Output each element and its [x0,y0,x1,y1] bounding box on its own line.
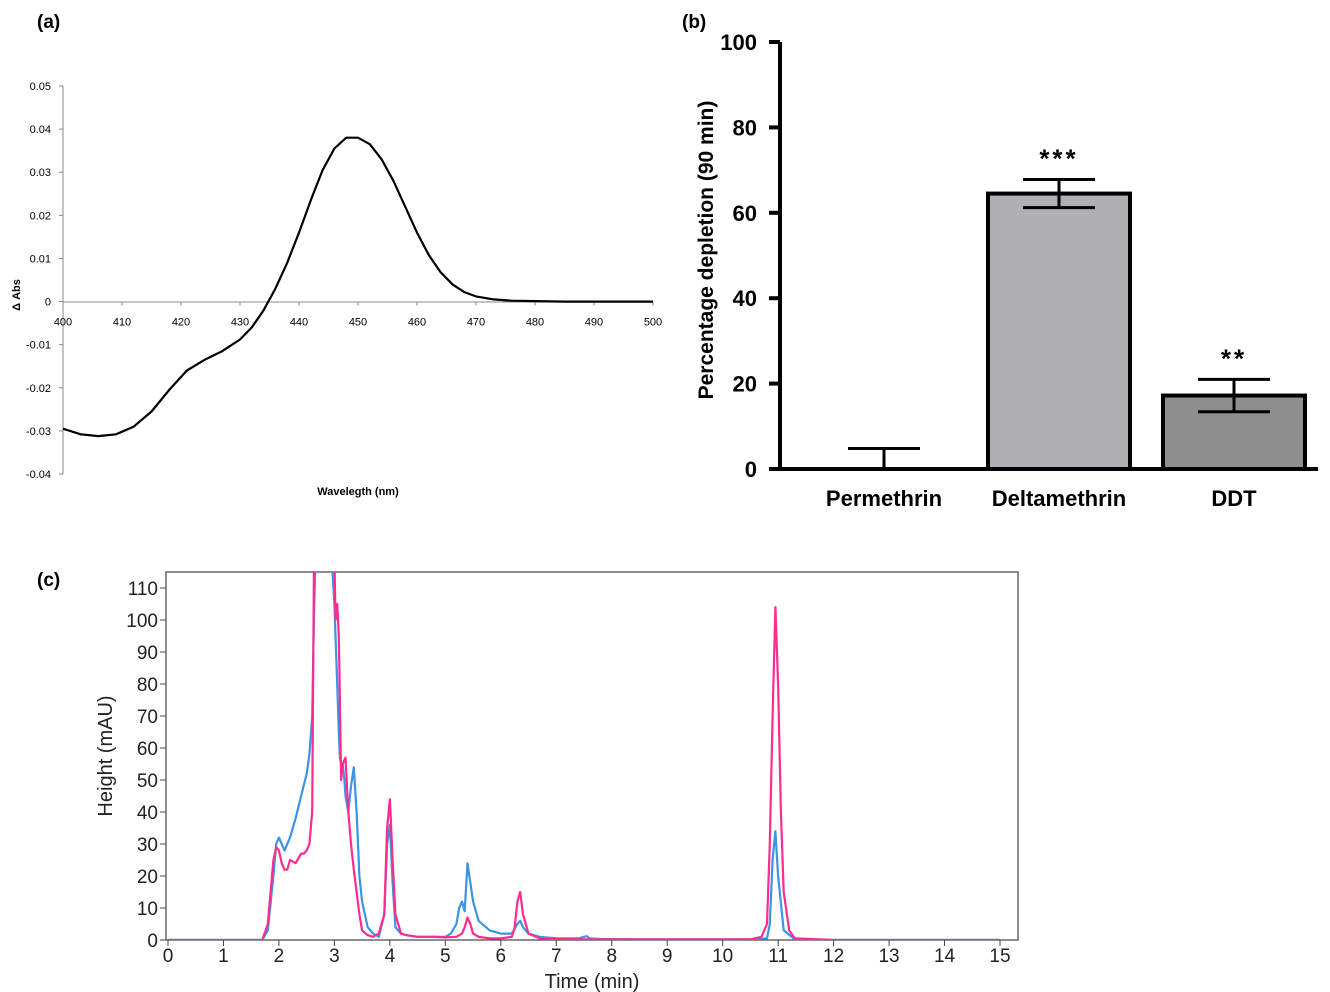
chart-a-x-label: Wavelegth (nm) [317,486,399,498]
chart-b-significance-label: ** [1221,343,1247,373]
chart-c-x-label: Time (min) [545,971,640,992]
chart-b-bar [986,191,1132,472]
chart-c-y-tick-label: 70 [137,707,158,728]
chart-c-x-tick-label: 9 [662,946,673,967]
chart-a-x-tick-label: 450 [349,317,367,329]
chart-b-y-tick-label: 20 [733,372,757,397]
chart-b-bars: ***** [848,143,1307,472]
chart-b-category-label: Deltamethrin [992,486,1126,511]
chart-c-x-tick-label: 8 [606,946,617,967]
chart-c-y-ticks: 0 10 20 30 40 50 60 70 80 90 100 110 [126,579,166,952]
chart-c-y-tick-label: 30 [137,835,158,856]
chart-c-y-tick-label: 50 [137,771,158,792]
chart-a-x-ticks: 400 410 420 430 440 450 460 470 480 490 500 [54,301,662,329]
chart-c-x-tick-label: 6 [496,946,507,967]
chart-c-frame [165,571,1019,941]
chart-b-significance-label: *** [1039,143,1078,173]
chart-a-y-tick-label: 0 [45,297,51,309]
chart-a-y-label: Δ Abs [11,279,23,311]
chart-a-series [62,136,653,438]
chart-c-y-tick-label: 110 [128,579,158,600]
chart-a-x-tick-label: 490 [585,317,603,329]
chart-a-x-tick-label: 480 [526,317,544,329]
chart-a-y-tick-label: 0.02 [30,210,51,222]
chart-a-x-tick-label: 420 [172,317,190,329]
chart-c-y-label: Height (mAU) [95,695,117,816]
chart-c-x-tick-label: 3 [329,946,340,967]
chart-b-category-label: DDT [1211,486,1257,511]
chart-b-y-label: Percentage depletion (90 min) [695,101,718,400]
chart-c-x-tick-label: 2 [274,946,285,967]
chart-a-y-tick-label: -0.02 [26,383,51,395]
chart-b-y-tick-label: 100 [720,30,757,55]
chart-b-category-labels: Permethrin Deltamethrin DDT [826,486,1257,511]
chart-c-y-tick-label: 0 [147,931,158,952]
chart-c-x-tick-label: 4 [385,946,396,967]
chart-a-x-tick-label: 500 [644,317,662,329]
chart-a-y-tick-label: -0.04 [26,469,51,481]
chart-c-y-tick-label: 90 [137,643,158,664]
chart-a-x-tick-label: 470 [467,317,485,329]
panel-a-label: (a) [37,12,60,33]
chart-c-x-tick-label: 12 [823,946,844,967]
chart-a: 0.05 0.04 0.03 0.02 0.01 0 -0.01 -0.02 -0.03 -0.0… [11,81,662,498]
chart-a-y-tick-label: 0.04 [30,124,51,136]
chart-c-y-tick-label: 20 [137,867,158,888]
chart-c-x-tick-label: 7 [551,946,562,967]
chart-c-line-1 [168,572,1000,940]
chart-c-y-tick-label: 40 [137,803,158,824]
chart-a-y-tick-label: -0.01 [26,340,51,352]
chart-c-line-2 [168,572,1000,940]
chart-c-y-tick-label: 10 [137,899,158,920]
chart-a-y-tick-label: -0.03 [26,426,51,438]
chart-a-x-tick-label: 440 [290,317,308,329]
chart-b-category-label: Permethrin [826,486,942,511]
chart-a-y-tick-label: 0.01 [30,253,51,265]
panel-c-label: (c) [37,570,60,591]
chart-a-y-tick-label: 0.05 [30,81,51,93]
chart-b-y-tick-label: 60 [733,201,757,226]
chart-a-x-tick-label: 430 [231,317,249,329]
chart-b-y-ticks: 0 20 40 60 80 100 [720,30,780,482]
chart-a-x-tick-label: 460 [408,317,426,329]
chart-a-x-tick-label: 410 [113,317,131,329]
chart-b-y-tick-label: 0 [745,457,757,482]
chart-a-y-tick-label: 0.03 [30,167,51,179]
chart-c-x-tick-label: 13 [878,946,899,967]
panel-b-label: (b) [682,12,706,33]
chart-c-x-tick-label: 5 [440,946,451,967]
chart-c-series [168,572,1000,940]
chart-c-y-tick-label: 60 [137,739,158,760]
chart-c-x-tick-label: 14 [934,946,956,967]
chart-b-y-tick-label: 80 [733,115,757,140]
chart-c-x-tick-label: 15 [989,946,1010,967]
chart-c-x-tick-label: 11 [768,946,788,967]
chart-c-y-tick-label: 100 [126,611,158,632]
chart-c-x-tick-label: 0 [163,946,174,967]
chart-a-x-tick-label: 400 [54,317,72,329]
chart-c-x-tick-label: 10 [712,946,733,967]
chart-b-y-tick-label: 40 [733,286,757,311]
chart-c-x-tick-label: 1 [218,946,229,967]
chart-a-line [62,136,653,438]
chart-c-y-tick-label: 80 [137,675,158,696]
chart-a-y-ticks: 0.05 0.04 0.03 0.02 0.01 0 -0.01 -0.02 -0.03 -0.0… [26,81,63,481]
chart-c-x-ticks: 0 1 2 3 4 5 6 7 8 9 10 11 12 13 14 15 [163,940,1011,967]
